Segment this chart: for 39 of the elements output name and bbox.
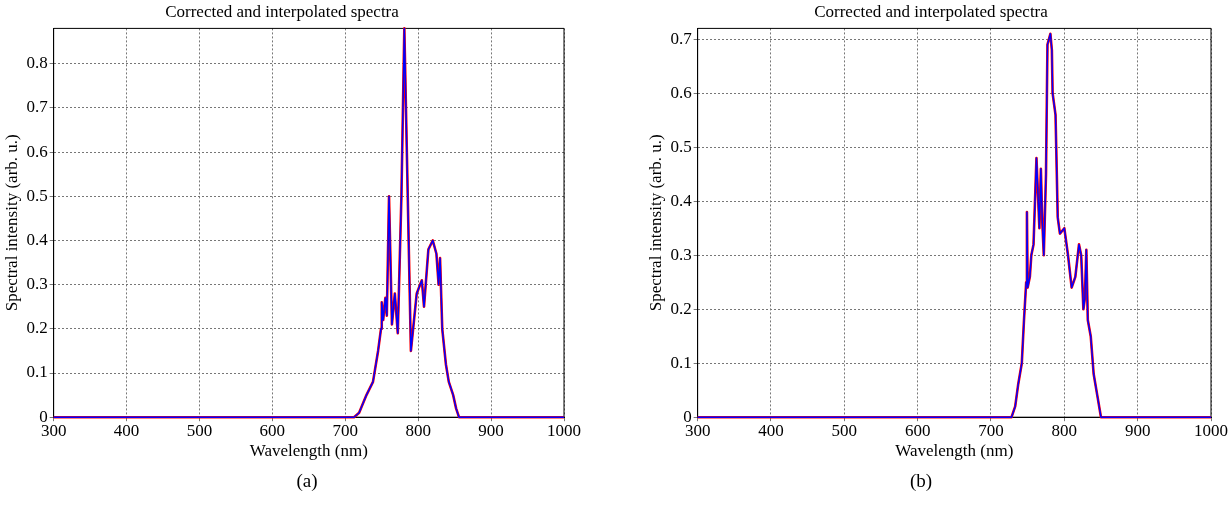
y-tick-label: 0.5 [670,136,692,156]
x-tick-label: 500 [831,420,858,440]
y-tick-label: 0.4 [26,229,49,249]
y-tick-label: 0.4 [670,190,693,210]
x-tick-label: 400 [758,420,784,440]
y-tick-label: 0.6 [670,82,692,102]
text: (b) [908,470,934,492]
x-tick-label: 500 [186,420,213,440]
y-tick-label: 0.6 [26,141,48,161]
x-tick-label: 800 [1051,420,1078,440]
x-tick-label: 900 [478,420,504,440]
y-tick-label: 0.7 [26,97,49,117]
x-tick-label: 400 [113,420,140,440]
x-tick-label: 600 [259,420,286,440]
chart-title: Corrected and interpolated spectra [165,1,400,21]
y-tick-label: 0.5 [26,185,48,205]
text: (a) [295,470,319,492]
y-tick-label: 0.7 [670,28,693,48]
y-tick-label: 0.1 [26,362,48,382]
chart-title: Corrected and interpolated spectra [814,1,1049,21]
y-tick-label: 0 [683,406,692,426]
y-tick-label: 0.2 [26,318,48,338]
y-tick-label: 0.3 [26,274,48,294]
y-tick-label: 0.8 [26,53,48,73]
x-tick-label: 700 [332,420,359,440]
y-tick-label: 0 [39,406,48,426]
y-tick-label: 0.3 [670,244,692,264]
y-tick-label: 0.2 [670,298,692,318]
x-tick-label: 800 [405,420,431,440]
y-tick-label: 0.1 [670,352,692,372]
x-axis-title: Wavelength (nm) [249,441,368,461]
x-tick-label: 1000 [547,420,581,440]
x-tick-label: 900 [1124,420,1151,440]
y-axis-title: Spectral intensity (arb. u.) [645,134,665,312]
x-tick-label: 700 [978,420,1004,440]
y-axis-title: Spectral intensity (arb. u.) [1,134,21,312]
x-tick-label: 600 [904,420,931,440]
x-axis-title: Wavelength (nm) [895,441,1014,461]
x-tick-label: 1000 [1194,420,1228,440]
